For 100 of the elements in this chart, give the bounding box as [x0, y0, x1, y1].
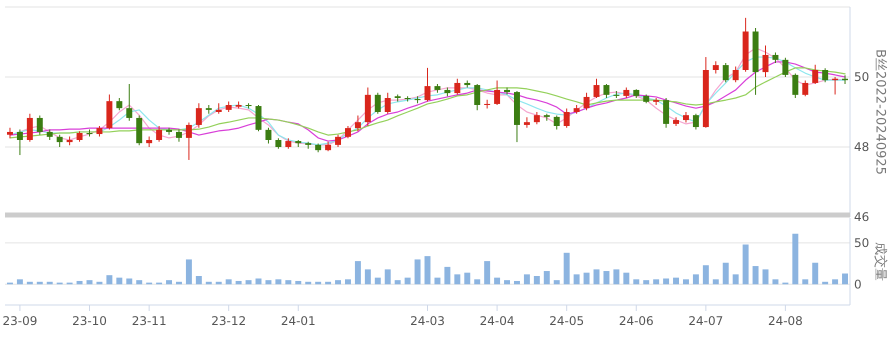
bar [305, 282, 312, 284]
candlestick [732, 66, 739, 83]
bar [692, 274, 699, 284]
candlestick [603, 84, 610, 98]
x-tick-label: 23-10 [72, 314, 107, 328]
bar [613, 269, 620, 284]
bar [196, 276, 202, 284]
bar [325, 282, 332, 284]
candlestick [494, 80, 500, 106]
bar [136, 280, 142, 284]
bar [216, 282, 222, 284]
bar [166, 280, 172, 284]
candlestick [782, 57, 788, 78]
bar [534, 276, 540, 284]
bar [116, 278, 122, 284]
candlestick [26, 113, 33, 142]
y-tick-label: 50 [854, 70, 870, 84]
candlestick [76, 130, 83, 142]
candlestick [96, 126, 102, 137]
bar [722, 262, 729, 284]
bar [822, 282, 828, 284]
candlestick [196, 102, 202, 128]
x-tick-label: 24-08 [768, 314, 803, 328]
x-tick-label: 24-01 [280, 314, 316, 328]
candlestick [812, 64, 818, 84]
candlestick [594, 78, 600, 98]
bar [246, 280, 252, 284]
y-axis-title: 成交量 [872, 242, 888, 281]
candlestick [354, 115, 361, 132]
bar [285, 280, 292, 284]
y-tick-label: 48 [854, 140, 870, 154]
bar [594, 269, 600, 284]
candlestick [722, 62, 729, 83]
bar [524, 274, 530, 284]
candlestick [126, 84, 132, 122]
candlestick [16, 129, 23, 156]
bar [792, 234, 798, 284]
bar [96, 282, 102, 284]
bar [633, 279, 640, 284]
bar [404, 278, 411, 284]
candlestick [772, 52, 778, 64]
bar [76, 280, 83, 284]
bar [842, 274, 848, 284]
candlestick [584, 92, 590, 111]
bar [364, 269, 371, 284]
candlestick [325, 141, 332, 152]
bar [344, 279, 351, 284]
bar [256, 278, 262, 284]
bar [275, 279, 282, 284]
bar [712, 279, 719, 284]
bar [176, 282, 182, 284]
bar [126, 278, 132, 284]
bar [663, 278, 670, 284]
candlestick [762, 45, 768, 78]
candlestick [146, 136, 152, 148]
bar [682, 279, 689, 284]
candlestick [56, 134, 63, 148]
bar [623, 272, 630, 284]
bar [206, 282, 212, 284]
bar [832, 279, 838, 284]
candlestick [524, 116, 530, 128]
candlestick [374, 92, 381, 114]
bar [26, 282, 33, 284]
candlestick [792, 73, 798, 98]
candlestick [534, 112, 540, 125]
bar [653, 279, 660, 284]
bar [554, 280, 560, 284]
candlestick [692, 113, 699, 130]
candlestick [554, 115, 560, 130]
candlestick [384, 92, 391, 114]
x-tick-label: 24-04 [480, 314, 515, 328]
x-tick-label: 24-03 [410, 314, 445, 328]
bar [226, 279, 232, 284]
bar [494, 278, 500, 284]
bar [444, 266, 450, 284]
bar [742, 244, 749, 284]
bar [36, 282, 43, 284]
bar [354, 261, 361, 284]
bar [374, 278, 381, 284]
x-tick-label: 24-05 [549, 314, 584, 328]
candlestick [424, 67, 430, 102]
candlestick [344, 126, 351, 139]
candlestick [712, 60, 719, 74]
y-tick-label: 0 [854, 277, 862, 292]
candlestick [564, 108, 570, 128]
bar [802, 279, 808, 284]
bar [106, 275, 112, 284]
candlestick [454, 78, 460, 95]
candlestick [265, 127, 272, 144]
bar [394, 280, 401, 284]
candlestick [46, 129, 53, 140]
candlestick [335, 134, 342, 148]
bar [732, 274, 739, 284]
x-tick-label: 24-06 [618, 314, 654, 328]
bar [812, 262, 818, 284]
y-tick-label: 46 [854, 210, 870, 224]
bar [772, 279, 778, 284]
bar [474, 279, 480, 284]
bar [16, 279, 23, 284]
x-tick-label: 23-11 [132, 314, 167, 328]
